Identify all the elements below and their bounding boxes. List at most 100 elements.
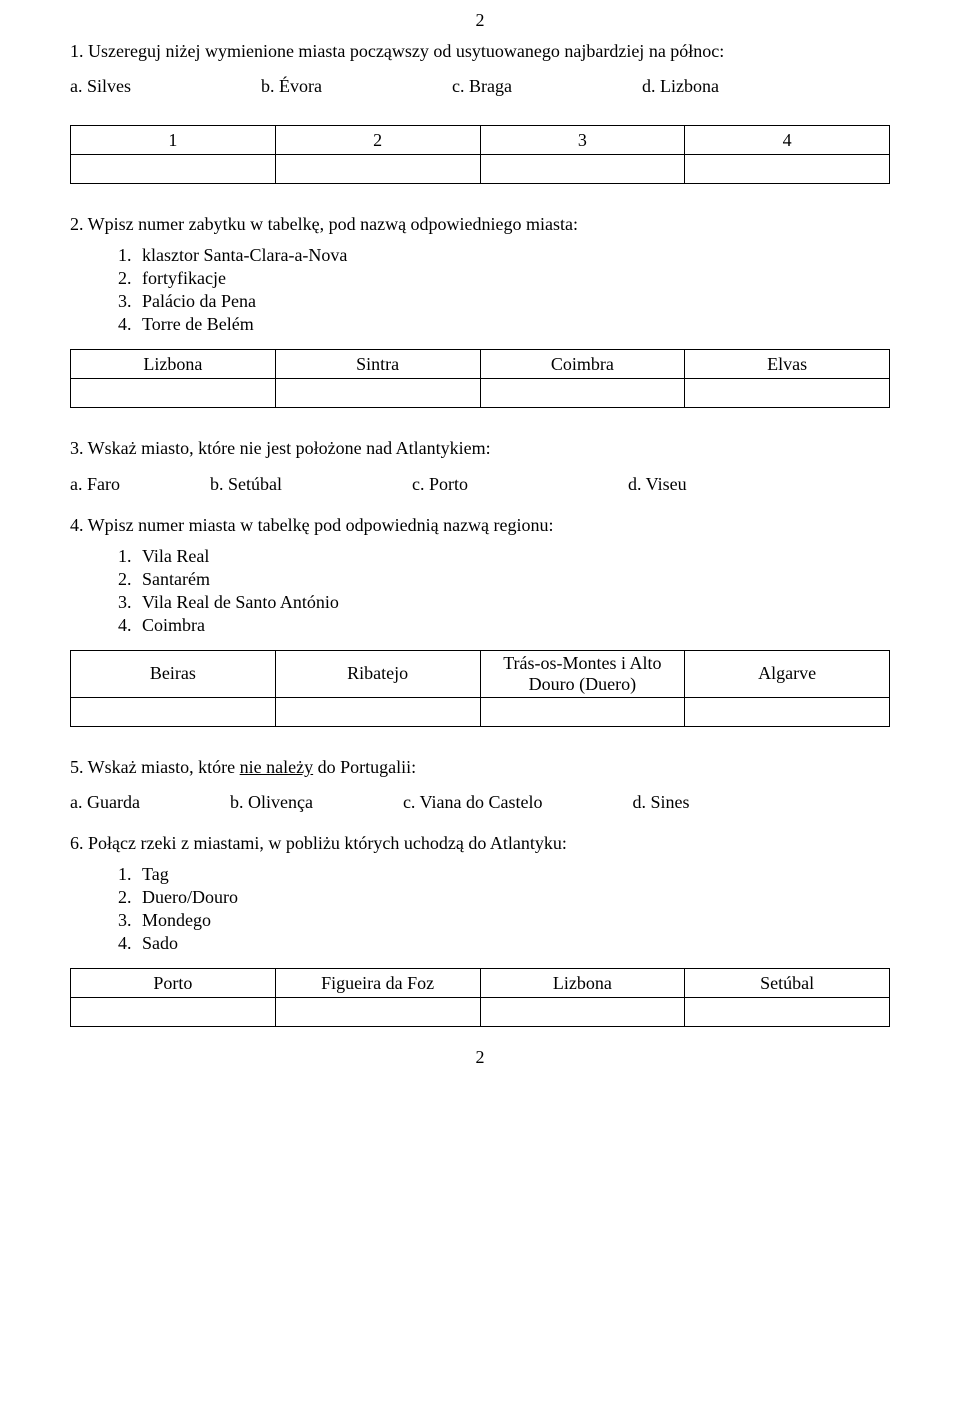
table-row: Porto Figueira da Foz Lizbona Setúbal — [71, 969, 890, 998]
q3-opt-a: a. Faro — [70, 474, 140, 495]
table-cell — [71, 379, 276, 408]
table-header-cell: Setúbal — [685, 969, 890, 998]
list-label: Vila Real de Santo António — [142, 592, 339, 613]
list-label: klasztor Santa-Clara-a-Nova — [142, 245, 347, 266]
spacer — [488, 474, 628, 495]
table-header-cell: Elvas — [685, 350, 890, 379]
spacer — [333, 792, 403, 813]
table-row — [71, 697, 890, 726]
spacer — [140, 474, 210, 495]
list-num: 3. — [118, 592, 142, 613]
q5-opt-c: c. Viana do Castelo — [403, 792, 563, 813]
q5-prefix: 5. Wskaż miasto, które — [70, 757, 240, 777]
table-row — [71, 998, 890, 1027]
table-header-cell: Lizbona — [71, 350, 276, 379]
table-row: Lizbona Sintra Coimbra Elvas — [71, 350, 890, 379]
table-header-cell: Coimbra — [480, 350, 685, 379]
q3-opt-d: d. Viseu — [628, 474, 707, 495]
spacer — [302, 474, 412, 495]
q5-opt-a: a. Guarda — [70, 792, 160, 813]
q6-list: 1.Tag 2.Duero/Douro 3.Mondego 4.Sado — [70, 864, 890, 954]
list-label: Palácio da Pena — [142, 291, 256, 312]
q2-list: 1.klasztor Santa-Clara-a-Nova 2.fortyfik… — [70, 245, 890, 335]
q4-table: Beiras Ribatejo Trás-os-Montes i Alto Do… — [70, 650, 890, 727]
table-header-cell: Lizbona — [480, 969, 685, 998]
table-header-cell: Figueira da Foz — [275, 969, 480, 998]
table-cell — [685, 697, 890, 726]
table-header-cell: Trás-os-Montes i Alto Douro (Duero) — [480, 650, 685, 697]
q1-opt-d: d. Lizbona — [642, 76, 739, 97]
table-cell — [275, 697, 480, 726]
q3-opt-c: c. Porto — [412, 474, 488, 495]
list-num: 2. — [118, 569, 142, 590]
list-item: 3.Vila Real de Santo António — [118, 592, 890, 613]
table-header-cell: 1 — [71, 126, 276, 155]
table-cell — [275, 998, 480, 1027]
list-num: 2. — [118, 887, 142, 908]
list-item: 1.Vila Real — [118, 546, 890, 567]
table-header-cell: 4 — [685, 126, 890, 155]
q5-text: 5. Wskaż miasto, które nie należy do Por… — [70, 755, 890, 780]
page: 2 1. Uszereguj niżej wymienione miasta p… — [0, 0, 960, 1425]
list-num: 2. — [118, 268, 142, 289]
page-number-bottom: 2 — [70, 1047, 890, 1068]
list-item: 4.Coimbra — [118, 615, 890, 636]
table-row: 1 2 3 4 — [71, 126, 890, 155]
q3-opt-b: b. Setúbal — [210, 474, 302, 495]
table-header-cell: Beiras — [71, 650, 276, 697]
table-cell — [71, 155, 276, 184]
q3-text: 3. Wskaż miasto, które nie jest położone… — [70, 436, 890, 461]
list-item: 2.Duero/Douro — [118, 887, 890, 908]
q4-text: 4. Wpisz numer miasta w tabelkę pod odpo… — [70, 513, 890, 538]
q2-text: 2. Wpisz numer zabytku w tabelkę, pod na… — [70, 212, 890, 237]
list-item: 3.Mondego — [118, 910, 890, 931]
list-item: 1.Tag — [118, 864, 890, 885]
table-cell — [480, 998, 685, 1027]
list-item: 4.Sado — [118, 933, 890, 954]
table-cell — [685, 155, 890, 184]
list-item: 2.fortyfikacje — [118, 268, 890, 289]
list-num: 1. — [118, 245, 142, 266]
list-num: 3. — [118, 291, 142, 312]
list-label: Sado — [142, 933, 178, 954]
spacer — [532, 76, 642, 97]
list-num: 4. — [118, 615, 142, 636]
table-cell — [71, 697, 276, 726]
q4-list: 1.Vila Real 2.Santarém 3.Vila Real de Sa… — [70, 546, 890, 636]
list-item: 1.klasztor Santa-Clara-a-Nova — [118, 245, 890, 266]
spacer — [563, 792, 633, 813]
list-item: 3.Palácio da Pena — [118, 291, 890, 312]
q6-table: Porto Figueira da Foz Lizbona Setúbal — [70, 968, 890, 1027]
table-header-cell: Sintra — [275, 350, 480, 379]
table-cell — [480, 155, 685, 184]
list-label: Torre de Belém — [142, 314, 254, 335]
q5-suffix: do Portugalii: — [313, 757, 416, 777]
table-cell — [275, 155, 480, 184]
q5-options: a. Guarda b. Olivença c. Viana do Castel… — [70, 792, 890, 813]
list-label: fortyfikacje — [142, 268, 226, 289]
q1-opt-a: a. Silves — [70, 76, 151, 97]
list-label: Tag — [142, 864, 169, 885]
table-cell — [480, 379, 685, 408]
spacer — [151, 76, 261, 97]
list-num: 4. — [118, 314, 142, 335]
list-num: 1. — [118, 864, 142, 885]
table-header-cell: Algarve — [685, 650, 890, 697]
table-header-cell: 2 — [275, 126, 480, 155]
list-label: Coimbra — [142, 615, 205, 636]
list-label: Duero/Douro — [142, 887, 238, 908]
list-num: 4. — [118, 933, 142, 954]
q5-opt-d: d. Sines — [633, 792, 710, 813]
list-label: Vila Real — [142, 546, 209, 567]
spacer — [160, 792, 230, 813]
list-label: Mondego — [142, 910, 211, 931]
q1-table: 1 2 3 4 — [70, 125, 890, 184]
list-label: Santarém — [142, 569, 210, 590]
q5-opt-b: b. Olivença — [230, 792, 333, 813]
list-num: 1. — [118, 546, 142, 567]
q1-text: 1. Uszereguj niżej wymienione miasta poc… — [70, 39, 890, 64]
table-cell — [275, 379, 480, 408]
list-item: 2.Santarém — [118, 569, 890, 590]
q1-options: a. Silves b. Évora c. Braga d. Lizbona — [70, 76, 890, 97]
table-header-cell: 3 — [480, 126, 685, 155]
